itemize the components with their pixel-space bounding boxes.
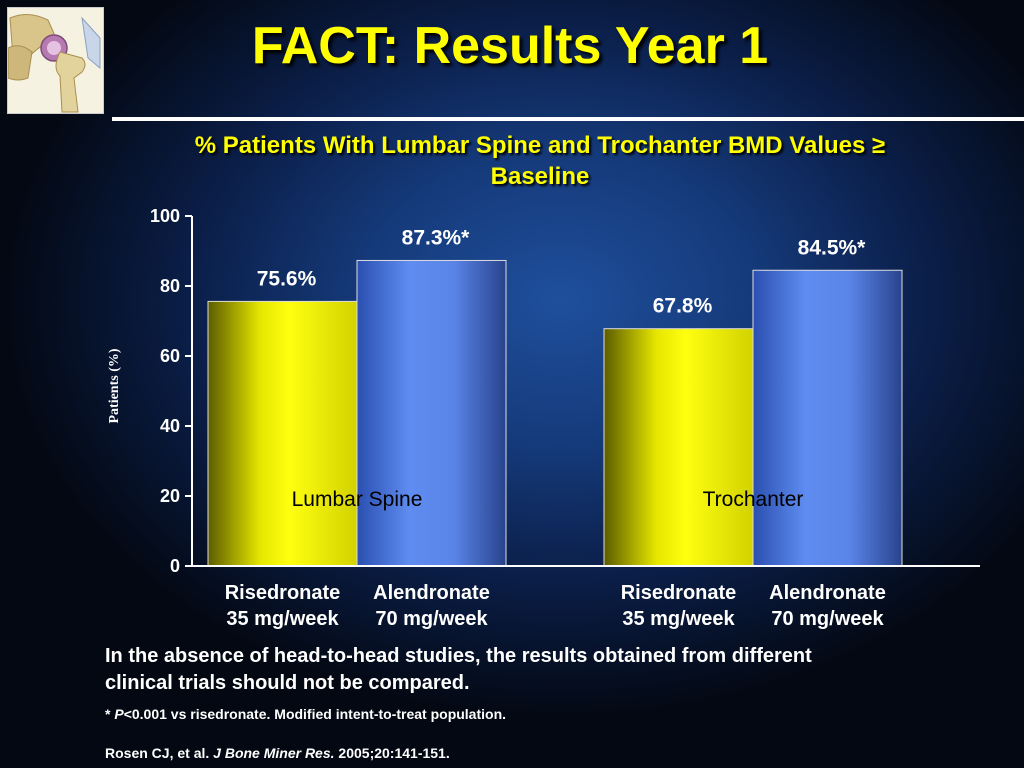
footnote-star: * — [105, 706, 115, 722]
x-category-label-drug: Risedronate — [225, 582, 341, 604]
bar-risedronate-lumbar-spine — [207, 300, 358, 567]
citation-journal: J Bone Miner Res. — [213, 745, 335, 761]
chart-subtitle-line2: Baseline — [490, 163, 590, 190]
y-tick-label: 80 — [160, 276, 180, 296]
bar-value-label: 87.3%* — [402, 226, 471, 249]
title-divider — [112, 117, 1024, 121]
bar-alendronate-trochanter — [752, 269, 903, 567]
y-tick-label: 0 — [170, 556, 180, 576]
x-category-label-dose: 35 mg/week — [226, 608, 339, 630]
significance-footnote: * P<0.001 vs risedronate. Modified inten… — [105, 706, 506, 722]
y-axis-label: Patients (%) — [107, 348, 122, 423]
y-tick-label: 40 — [160, 416, 180, 436]
x-category-label-drug: Alendronate — [373, 582, 490, 604]
x-category-label-dose: 35 mg/week — [622, 608, 735, 630]
y-tick-label: 100 — [150, 206, 180, 226]
footnote-text: <0.001 vs risedronate. Modified intent-t… — [123, 706, 507, 722]
y-tick-label: 20 — [160, 486, 180, 506]
x-category-label-drug: Risedronate — [621, 582, 737, 604]
group-label: Trochanter — [703, 488, 804, 511]
hip-joint-icon — [8, 8, 103, 113]
group-label: Lumbar Spine — [292, 488, 423, 511]
bar-risedronate-trochanter — [603, 328, 754, 567]
chart-subtitle: % Patients With Lumbar Spine and Trochan… — [110, 130, 970, 192]
bmd-bar-chart: 0 20 40 60 80 100 Patients (%) 75.6% Risedronat… — [107, 206, 980, 630]
footnote-p: P — [114, 706, 124, 722]
bar-value-label: 67.8% — [653, 295, 713, 318]
comparison-note-line1: In the absence of head-to-head studies, … — [105, 645, 812, 667]
x-category-label-drug: Alendronate — [769, 582, 886, 604]
y-tick-label: 60 — [160, 346, 180, 366]
citation-authors: Rosen CJ, et al. — [105, 745, 214, 761]
x-category-label-dose: 70 mg/week — [375, 608, 488, 630]
slide-title: FACT: Results Year 1 — [251, 17, 769, 75]
comparison-note-line2: clinical trials should not be compared. — [105, 672, 470, 694]
citation: Rosen CJ, et al. J Bone Miner Res. 2005;… — [105, 745, 450, 761]
citation-details: 2005;20:141-151. — [334, 745, 450, 761]
bar-value-label: 75.6% — [257, 267, 317, 290]
x-category-label-dose: 70 mg/week — [771, 608, 884, 630]
chart-subtitle-line1: % Patients With Lumbar Spine and Trochan… — [194, 132, 886, 159]
comparison-note: In the absence of head-to-head studies, … — [105, 643, 965, 697]
hip-joint-logo — [7, 7, 104, 114]
bar-value-label: 84.5%* — [798, 236, 867, 259]
bar-alendronate-lumbar-spine — [356, 259, 507, 567]
